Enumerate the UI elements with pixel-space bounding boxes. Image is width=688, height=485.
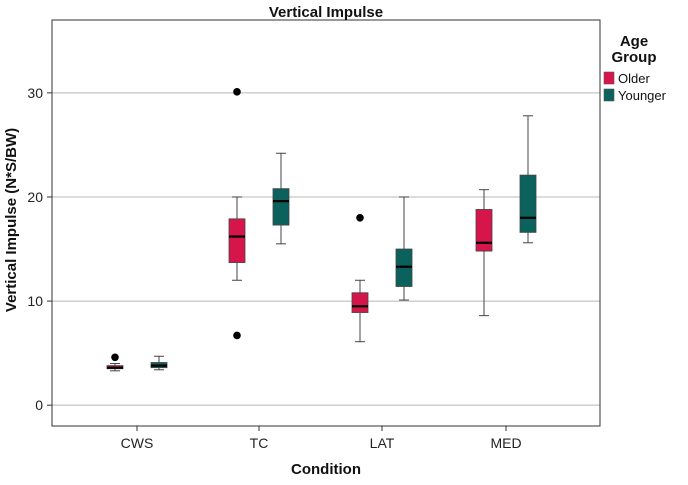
- y-tick-label-10: 10: [27, 293, 43, 309]
- legend-label-older: Older: [618, 71, 650, 86]
- box-older-lat-outlier-0: [356, 213, 364, 222]
- box-layer: [106, 174, 537, 370]
- chart-title: Vertical Impulse: [269, 4, 383, 21]
- y-tick-label-20: 20: [27, 189, 43, 205]
- legend-label-younger: Younger: [618, 88, 667, 103]
- x-tick-layer: CWS TC LAT MED: [121, 426, 522, 451]
- grid-layer: [52, 92, 600, 406]
- y-axis-label: Vertical Impulse (N*S/BW): [3, 128, 20, 312]
- box-older-tc-outlier-0: [233, 88, 241, 96]
- whisker-layer: [110, 115, 533, 372]
- legend-swatch-younger: [603, 88, 615, 102]
- x-tick-label-tc: TC: [250, 435, 269, 451]
- x-tick-label-lat: LAT: [370, 435, 395, 451]
- legend: Age Group Older Younger: [603, 33, 667, 103]
- legend-swatch-older: [603, 71, 615, 85]
- outlier-layer: [111, 88, 364, 362]
- x-tick-label-med: MED: [490, 435, 521, 451]
- box-older-tc-outlier-1: [233, 331, 241, 340]
- x-axis-label: Condition: [291, 461, 361, 478]
- box-younger-tc-iqr: [272, 188, 290, 226]
- y-tick-layer: 0 10 20 30: [27, 85, 52, 413]
- box-older-lat-iqr: [351, 292, 369, 313]
- box-older-med-iqr: [475, 209, 493, 252]
- box-younger-med-iqr: [519, 174, 537, 233]
- x-tick-label-cws: CWS: [121, 435, 154, 451]
- box-older-tc-iqr: [228, 218, 246, 263]
- plot-frame: [51, 19, 601, 427]
- legend-title-line1: Age: [620, 33, 648, 50]
- y-tick-label-0: 0: [35, 397, 43, 413]
- box-older-cws-outlier-0: [111, 353, 119, 362]
- legend-title-line2: Group: [612, 49, 657, 66]
- y-tick-label-30: 30: [27, 85, 43, 101]
